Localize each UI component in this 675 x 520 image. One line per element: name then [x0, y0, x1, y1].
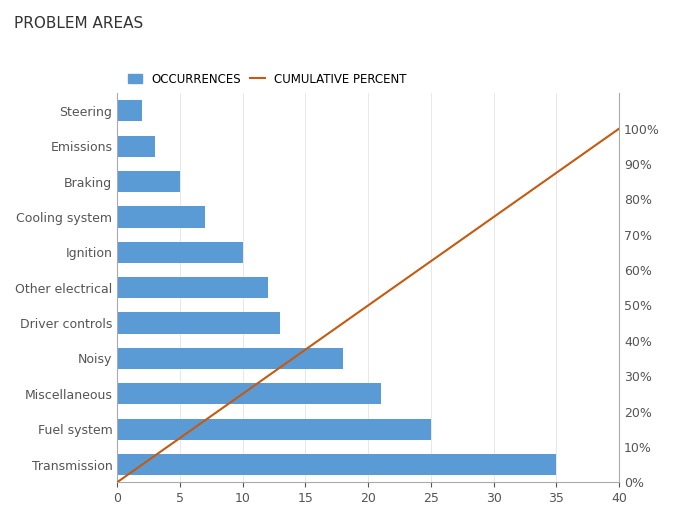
Bar — [117, 383, 381, 405]
Bar — [117, 136, 155, 157]
Legend: OCCURRENCES, CUMULATIVE PERCENT: OCCURRENCES, CUMULATIVE PERCENT — [123, 68, 411, 90]
Bar — [117, 100, 142, 122]
Bar — [117, 348, 343, 369]
Bar — [117, 206, 205, 228]
Bar — [117, 277, 268, 298]
Bar — [117, 313, 280, 334]
Bar — [117, 419, 431, 440]
Bar — [117, 171, 180, 192]
Text: PROBLEM AREAS: PROBLEM AREAS — [14, 16, 142, 31]
Bar — [117, 242, 242, 263]
Bar — [117, 454, 556, 475]
